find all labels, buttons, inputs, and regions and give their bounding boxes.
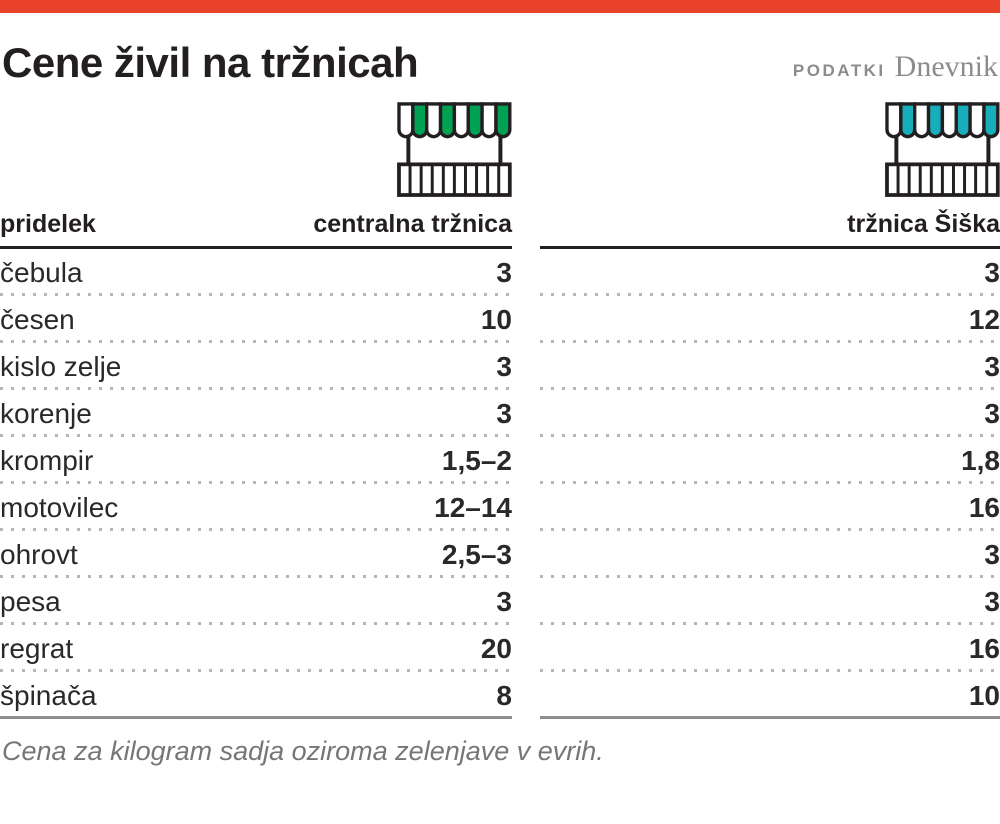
market-stall-icon-wrap — [540, 102, 1000, 197]
top-accent-bar — [0, 0, 1000, 13]
table-row: kislo zelje 3 — [0, 343, 512, 387]
table-row: česen 10 — [0, 296, 512, 340]
table-row: krompir 1,5–2 — [0, 437, 512, 481]
dotted-divider — [0, 340, 512, 343]
price-siska: 3 — [984, 397, 1000, 429]
table-row: 3 — [540, 578, 1000, 622]
price-central: 2,5–3 — [441, 538, 512, 570]
column-header-product: pridelek — [0, 210, 96, 238]
table-row: 16 — [540, 625, 1000, 669]
table-row: korenje 3 — [0, 390, 512, 434]
market-stall-icon — [885, 102, 1000, 197]
price-central: 1,5–2 — [441, 444, 512, 476]
dotted-divider — [540, 340, 1000, 343]
column-centralna-trznica: pridelek centralna tržnica čebula 3 česen 1… — [0, 102, 512, 719]
price-central: 3 — [496, 350, 512, 382]
price-siska: 16 — [968, 491, 1000, 523]
price-central: 12–14 — [434, 491, 512, 523]
product-name: čebula — [0, 256, 83, 288]
price-siska: 12 — [968, 303, 1000, 335]
dotted-divider — [540, 622, 1000, 625]
dotted-divider — [540, 481, 1000, 484]
price-central: 10 — [480, 303, 512, 335]
table-row: motovilec 12–14 — [0, 484, 512, 528]
product-name: česen — [0, 303, 75, 335]
dotted-divider — [0, 293, 512, 296]
column-header-siska: tržnica Šiška — [847, 210, 1000, 238]
price-siska: 10 — [968, 679, 1000, 711]
product-name: pesa — [0, 585, 61, 617]
price-siska: 16 — [968, 632, 1000, 664]
market-stall-icon-wrap — [0, 102, 512, 197]
masthead: Cene živil na tržnicah PODATKI Dnevnik — [2, 38, 1000, 84]
dotted-divider — [0, 481, 512, 484]
product-name: ohrovt — [0, 538, 78, 570]
product-name: špinača — [0, 679, 97, 711]
dotted-divider — [0, 528, 512, 531]
price-central: 8 — [496, 679, 512, 711]
table-row: čebula 3 — [0, 249, 512, 293]
dotted-divider — [0, 434, 512, 437]
table-row: 3 — [540, 249, 1000, 293]
left-table-rows: čebula 3 česen 10 kislo zelje 3 korenje 3 krompi… — [0, 249, 512, 719]
dotted-divider — [0, 387, 512, 390]
footnote: Cena za kilogram sadja oziroma zelenjave… — [2, 736, 604, 766]
product-name: korenje — [0, 397, 92, 429]
infographic-page: Cene živil na tržnicah PODATKI Dnevnik — [0, 0, 1000, 766]
column-header-central: centralna tržnica — [313, 210, 512, 238]
dotted-divider — [540, 293, 1000, 296]
dotted-divider — [540, 434, 1000, 437]
price-siska: 3 — [984, 585, 1000, 617]
dotted-divider — [540, 528, 1000, 531]
source-brand: Dnevnik — [894, 50, 998, 83]
price-central: 20 — [480, 632, 512, 664]
price-central: 3 — [496, 397, 512, 429]
table-row: 12 — [540, 296, 1000, 340]
product-name: regrat — [0, 632, 74, 664]
price-siska: 3 — [984, 350, 1000, 382]
product-name: kislo zelje — [0, 350, 122, 382]
market-columns: pridelek centralna tržnica čebula 3 česen 1… — [0, 102, 1000, 719]
table-row: špinača 8 — [0, 672, 512, 716]
right-table-header: tržnica Šiška — [540, 197, 1000, 249]
source-label: PODATKI — [792, 61, 886, 80]
dotted-divider — [540, 575, 1000, 578]
price-siska: 1,8 — [961, 444, 1000, 476]
dotted-divider — [0, 575, 512, 578]
table-row: ohrovt 2,5–3 — [0, 531, 512, 575]
table-row: pesa 3 — [0, 578, 512, 622]
product-name: krompir — [0, 444, 94, 476]
product-name: motovilec — [0, 491, 119, 523]
page-title: Cene živil na tržnicah — [2, 39, 419, 86]
dotted-divider — [0, 669, 512, 672]
dotted-divider — [540, 387, 1000, 390]
price-siska: 3 — [984, 256, 1000, 288]
dotted-divider — [0, 622, 512, 625]
source-credit: PODATKI Dnevnik — [793, 50, 998, 84]
price-central: 3 — [496, 585, 512, 617]
dotted-divider — [540, 669, 1000, 672]
price-central: 3 — [496, 256, 512, 288]
column-trznica-siska: tržnica Šiška 3 12 3 3 1,8 16 3 3 16 10 — [540, 102, 1000, 719]
table-row: 3 — [540, 390, 1000, 434]
price-siska: 3 — [984, 538, 1000, 570]
left-table-header: pridelek centralna tržnica — [0, 197, 512, 249]
right-table-rows: 3 12 3 3 1,8 16 3 3 16 10 — [540, 249, 1000, 719]
table-row: 10 — [540, 672, 1000, 716]
table-row: 1,8 — [540, 437, 1000, 481]
table-row: 16 — [540, 484, 1000, 528]
table-row: regrat 20 — [0, 625, 512, 669]
market-stall-icon — [397, 102, 512, 197]
table-row: 3 — [540, 531, 1000, 575]
table-row: 3 — [540, 343, 1000, 387]
